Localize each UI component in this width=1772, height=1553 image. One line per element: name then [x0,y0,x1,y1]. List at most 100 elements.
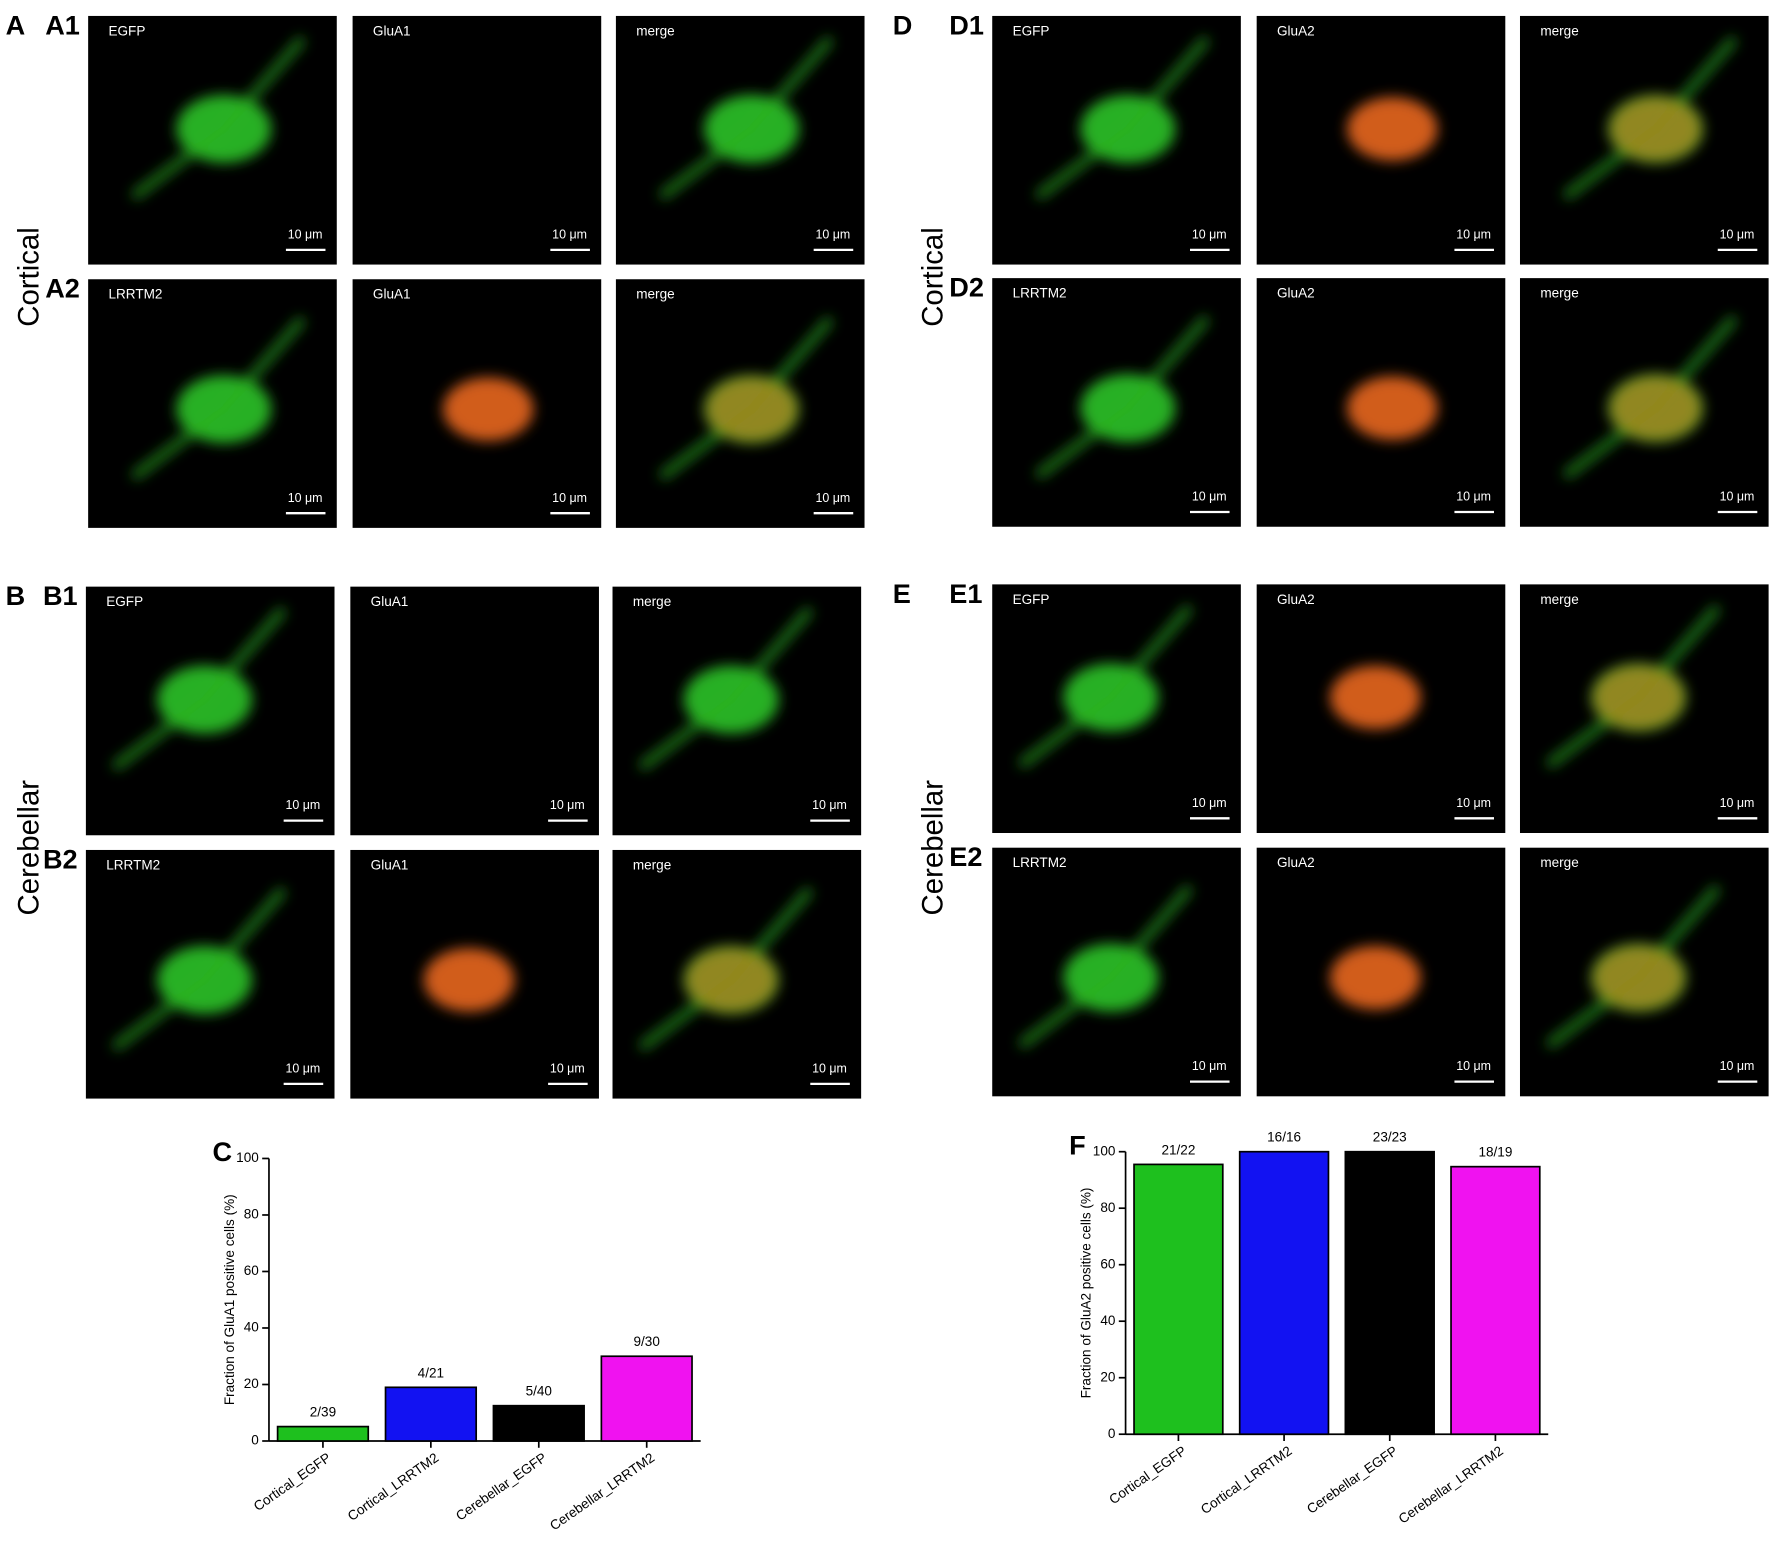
panel-letter: B [6,580,26,611]
orange-cell [1347,97,1438,161]
bar [492,1404,585,1442]
green-neurite [658,35,835,201]
channel-label: EGFP [106,594,143,609]
scale-bar-label: 10 μm [288,227,323,241]
bar [384,1386,478,1442]
panel-letter: A [6,9,26,40]
orange-cell [1610,97,1701,161]
scale-bar-label: 10 μm [1720,1059,1755,1073]
row-label: A2 [45,273,80,304]
scale-bar-label: 10 μm [552,227,587,241]
row-label: E1 [949,578,982,609]
region-label: Cortical [12,227,45,327]
orange-cell [1330,946,1421,1010]
bar [276,1425,370,1442]
channel-label: LRRTM2 [1013,286,1067,301]
value-label: 2/39 [310,1405,336,1420]
orange-cell [706,377,797,441]
row-label: D2 [949,272,984,303]
value-label: 4/21 [418,1365,444,1380]
bar [1133,1163,1224,1436]
cell-image [1545,604,1722,769]
scale-bar-label: 10 μm [815,227,850,241]
x-tick-label: Cortical_EGFP [1106,1443,1189,1507]
scale-bar-label: 10 μm [812,1061,847,1075]
cell-image [1545,884,1722,1050]
value-label: 23/23 [1373,1130,1407,1145]
y-tick-label: 60 [244,1263,259,1278]
cell-image [1017,604,1194,769]
green-neurite [1017,604,1194,769]
channel-label: merge [633,857,671,872]
scale-bar-label: 10 μm [1456,490,1491,504]
cell-image [1347,97,1438,161]
scale-bar-label: 10 μm [1720,227,1755,241]
value-label: 18/19 [1478,1145,1512,1160]
value-label: 5/40 [526,1384,552,1399]
x-tick-label: Cerebellar_EGFP [1304,1443,1400,1517]
channel-label: merge [636,23,674,38]
green-neurite [1034,314,1211,480]
x-tick-label: Cerebellar_LRRTM2 [1396,1443,1506,1526]
orange-cell [1330,665,1421,730]
scale-bar-label: 10 μm [552,491,587,505]
cell-image [1034,35,1211,201]
channel-label: merge [633,594,671,609]
channel-label: GluA1 [371,594,409,609]
green-neurite [130,315,307,481]
scale-bar-label: 10 μm [1192,796,1227,810]
cell-image [1562,314,1739,480]
green-neurite [1034,35,1211,201]
value-label: 9/30 [634,1334,660,1349]
x-tick-label: Cortical_LRRTM2 [345,1450,442,1524]
cell-image [1562,35,1739,201]
channel-label: GluA2 [1277,286,1315,301]
x-tick-label: Cortical_EGFP [251,1450,334,1514]
y-axis-label: Fraction of GluA1 positive cells (%) [222,1194,237,1405]
cell-image [638,606,814,772]
channel-label: GluA2 [1277,855,1315,870]
row-label: A1 [45,9,80,40]
y-tick-label: 20 [244,1376,259,1391]
scale-bar-label: 10 μm [285,798,320,812]
channel-label: GluA2 [1277,23,1315,38]
channel-label: merge [636,287,674,302]
scale-bar-label: 10 μm [1456,1059,1491,1073]
image-panel [350,586,599,836]
cell-image [1347,376,1438,440]
channel-label: LRRTM2 [1013,855,1067,870]
orange-cell [423,948,515,1012]
row-label: E2 [949,841,982,872]
image-panel [352,15,602,265]
y-tick-label: 60 [1100,1256,1115,1271]
channel-label: EGFP [1013,592,1050,607]
y-axis-label: Fraction of GluA2 positive cells (%) [1079,1188,1094,1399]
bar [1344,1150,1435,1436]
scale-bar-label: 10 μm [1456,796,1491,810]
y-tick-label: 100 [236,1150,259,1165]
cell-image [111,606,288,772]
channel-label: EGFP [108,23,145,38]
cell-image [1330,946,1421,1010]
scale-bar-label: 10 μm [1192,490,1227,504]
orange-cell [1610,376,1701,440]
channel-label: merge [1540,23,1578,38]
row-label: B2 [43,843,78,874]
cell-image [130,315,307,481]
scale-bar-label: 10 μm [815,491,850,505]
scale-bar-label: 10 μm [288,491,323,505]
y-tick-label: 80 [244,1207,259,1222]
scale-bar-label: 10 μm [1720,490,1755,504]
cell-image [423,948,515,1012]
green-neurite [130,35,307,201]
y-tick-label: 100 [1093,1143,1116,1158]
y-tick-label: 0 [1108,1426,1116,1441]
cell-image [443,377,534,441]
channel-label: GluA1 [373,287,411,302]
scale-bar-label: 10 μm [1192,1059,1227,1073]
scale-bar-label: 10 μm [550,1061,585,1075]
green-neurite [111,886,288,1052]
orange-cell [1593,946,1684,1010]
